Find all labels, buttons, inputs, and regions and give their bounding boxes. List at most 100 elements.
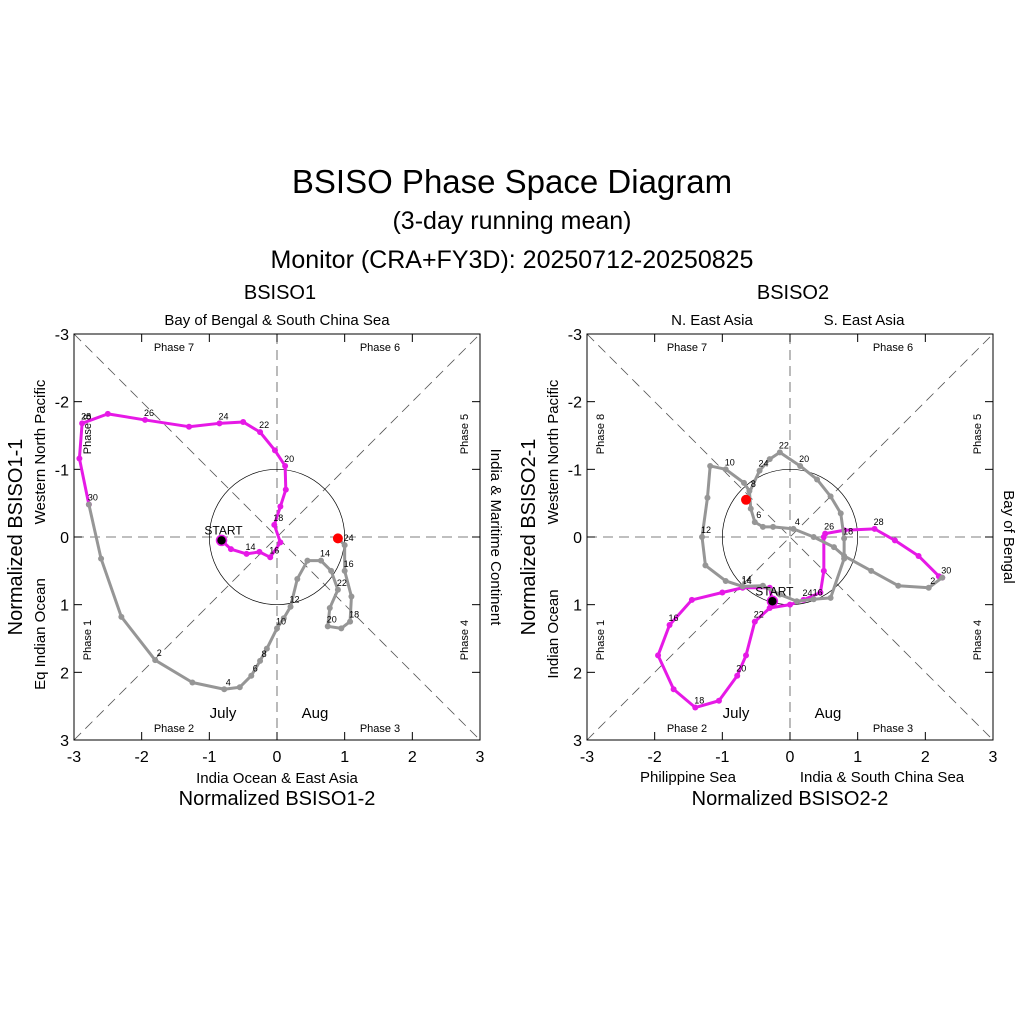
- y-axis-label: Normalized BSISO1-1: [5, 439, 27, 636]
- data-point: [759, 523, 766, 530]
- y-tick-label: 3: [60, 733, 69, 750]
- region-label-left-lower: Indian Ocean: [545, 589, 562, 678]
- legend-july: July: [210, 705, 237, 722]
- start-label: START: [755, 584, 794, 598]
- data-point: [282, 462, 289, 469]
- data-point: [257, 657, 264, 664]
- day-label: 24: [803, 588, 813, 598]
- y-tick-label: -2: [55, 395, 69, 412]
- day-label: 14: [320, 549, 330, 559]
- figure-title: BSISO Phase Space Diagram: [292, 163, 732, 200]
- day-label: 30: [941, 566, 951, 576]
- data-point: [776, 591, 783, 598]
- day-label: 22: [259, 420, 269, 430]
- data-point: [743, 652, 750, 659]
- data-point: [287, 603, 294, 610]
- series-line-aug: [700, 450, 944, 603]
- data-point: [759, 582, 766, 589]
- x-tick-label: -3: [67, 749, 81, 766]
- data-point: [670, 686, 677, 693]
- data-point: [751, 519, 758, 526]
- data-point: [756, 467, 763, 474]
- data-point: [227, 546, 234, 553]
- y-tick-label: -2: [568, 395, 582, 412]
- data-point: [704, 494, 711, 501]
- region-label-top-left: N. East Asia: [671, 312, 753, 329]
- data-point: [830, 544, 837, 551]
- day-label: 26: [144, 408, 154, 418]
- region-label-bottom: India Ocean & East Asia: [196, 770, 358, 787]
- day-label: 2: [930, 576, 935, 586]
- day-label: 12: [290, 595, 300, 605]
- day-label: 14: [742, 574, 752, 584]
- data-point: [85, 501, 92, 508]
- data-point: [118, 613, 125, 620]
- x-tick-label: 0: [273, 749, 282, 766]
- day-label: 20: [799, 454, 809, 464]
- y-tick-label: 1: [60, 598, 69, 615]
- data-point: [925, 584, 932, 591]
- day-label: 22: [754, 610, 764, 620]
- data-point: [76, 455, 83, 462]
- phase-label: Phase 3: [360, 723, 400, 735]
- day-label: 24: [218, 411, 228, 421]
- data-point: [341, 542, 348, 549]
- day-label: 30: [88, 493, 98, 503]
- data-point: [277, 539, 284, 546]
- y-tick-label: 0: [573, 530, 582, 547]
- data-point: [797, 462, 804, 469]
- phase-label: Phase 5: [459, 414, 471, 454]
- day-label: 10: [725, 457, 735, 467]
- day-label: 18: [273, 513, 283, 523]
- day-label: 18: [349, 610, 359, 620]
- x-tick-label: -2: [135, 749, 149, 766]
- data-point: [294, 575, 301, 582]
- day-label: 12: [701, 525, 711, 535]
- data-point: [722, 577, 729, 584]
- data-point: [722, 466, 729, 473]
- data-point: [817, 589, 824, 596]
- data-point: [814, 476, 821, 483]
- x-axis-label: Normalized BSISO1-2: [179, 788, 376, 810]
- day-label: 4: [226, 677, 231, 687]
- phase-label: Phase 4: [459, 620, 471, 660]
- data-point: [326, 605, 333, 612]
- day-label: 16: [669, 613, 679, 623]
- data-point: [282, 486, 289, 493]
- data-point: [277, 503, 284, 510]
- x-tick-label: 2: [408, 749, 417, 766]
- data-point: [895, 582, 902, 589]
- panel-title: BSISO2: [757, 282, 829, 304]
- day-label: 22: [337, 578, 347, 588]
- monitor-label: Monitor (CRA+FY3D): 20250712-20250825: [271, 246, 754, 274]
- data-point: [787, 601, 793, 608]
- data-point: [243, 550, 250, 557]
- data-point: [766, 456, 773, 463]
- x-tick-label: -2: [648, 749, 662, 766]
- data-point: [348, 593, 355, 600]
- day-label: 16: [269, 545, 279, 555]
- day-label: 20: [327, 614, 337, 624]
- day-label: 14: [742, 576, 752, 586]
- data-point: [915, 552, 922, 559]
- region-label-bottom-right: India & South China Sea: [800, 769, 965, 786]
- data-point: [271, 521, 278, 528]
- figure-subtitle: (3-day running mean): [392, 207, 631, 235]
- legend-aug: Aug: [302, 705, 329, 722]
- data-point: [822, 530, 829, 537]
- x-tick-label: -3: [580, 749, 594, 766]
- region-label-right: India & Maritime Continent: [487, 449, 504, 627]
- data-point: [267, 554, 274, 561]
- data-point: [707, 462, 714, 469]
- data-point: [341, 567, 348, 574]
- end-marker: [741, 494, 752, 505]
- x-tick-label: 2: [921, 749, 930, 766]
- phase-label: Phase 6: [873, 342, 913, 354]
- day-label: 18: [694, 696, 704, 706]
- data-point: [776, 449, 783, 456]
- data-point: [655, 652, 662, 659]
- data-point: [871, 525, 878, 532]
- day-label: 16: [813, 587, 823, 597]
- start-marker: [215, 534, 228, 547]
